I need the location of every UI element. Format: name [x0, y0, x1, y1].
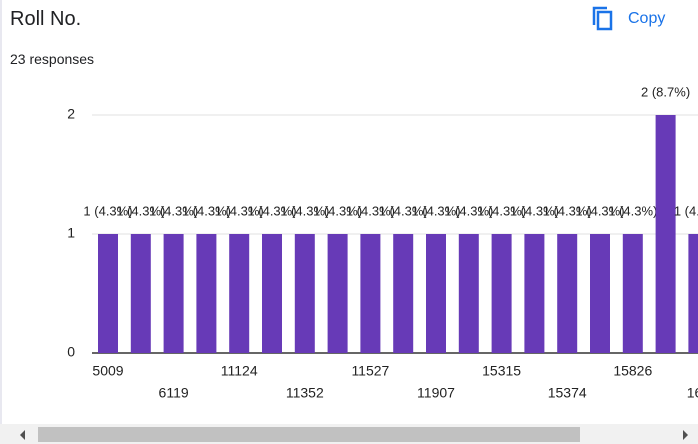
bar	[524, 234, 545, 353]
bar	[590, 234, 610, 353]
x-tick-label: 11352	[286, 385, 324, 401]
bar	[196, 234, 217, 353]
x-tick-label: 6119	[159, 385, 189, 401]
data-label: 1 (4.3%)	[444, 203, 493, 218]
data-label: 1 (4.3%)	[247, 203, 296, 218]
data-label: 1 (4.3%)	[608, 203, 657, 218]
data-label: 1 (4.3%)	[116, 203, 165, 218]
bar	[655, 115, 676, 353]
bar	[130, 234, 151, 353]
question-title: Roll No.	[10, 8, 82, 30]
data-label: 1 (4.3%)	[149, 203, 198, 218]
x-tick-label: 5009	[92, 363, 123, 379]
x-tick-label: 11907	[417, 385, 455, 401]
x-tick-label: 11124	[221, 363, 258, 379]
data-label: 1 (4.3%)	[411, 203, 460, 218]
x-tick-label: 167	[687, 385, 698, 401]
data-label: 1 (4.3%)	[477, 203, 526, 218]
data-label: 1 (4.3%)	[674, 203, 698, 218]
data-label: 1 (4.3%)	[575, 203, 624, 218]
data-label: 1 (4.3%)	[83, 203, 132, 218]
scroll-left[interactable]	[18, 429, 28, 441]
left-border	[0, 0, 2, 444]
x-tick-label: 11527	[351, 363, 389, 379]
bar	[491, 234, 512, 353]
bar	[688, 234, 698, 353]
y-tick-label: 0	[67, 344, 75, 360]
y-tick-label: 1	[67, 225, 75, 241]
x-tick-label: 15374	[548, 385, 587, 401]
bar	[327, 234, 348, 353]
data-label: 1 (4.3%)	[510, 203, 559, 218]
bar	[98, 234, 118, 353]
copy-button[interactable]: Copy	[592, 6, 665, 32]
bar	[360, 234, 381, 353]
x-tick-label: 15315	[482, 363, 521, 379]
bar	[163, 234, 184, 353]
data-label: 1 (4.3%)	[346, 203, 395, 218]
data-label: 1 (4.3%)	[543, 203, 592, 218]
copy-label: Copy	[628, 10, 666, 27]
bar	[426, 234, 446, 353]
y-tick-label: 2	[67, 106, 75, 122]
data-label: 1 (4.3%)	[313, 203, 362, 218]
data-label: 1 (4.3%)	[215, 203, 264, 218]
data-label: 2 (8.7%)	[641, 84, 690, 99]
bar	[458, 234, 479, 353]
bar	[294, 234, 315, 353]
data-label: 1 (4.3%)	[280, 203, 329, 218]
bar	[557, 234, 578, 353]
bar	[229, 234, 250, 353]
response-count: 23 responses	[10, 51, 95, 67]
bar	[622, 234, 643, 353]
scrollbar-thumb[interactable]	[38, 427, 580, 442]
copy-icon	[592, 6, 613, 31]
scroll-right[interactable]	[680, 429, 690, 441]
data-label: 1 (4.3%)	[182, 203, 231, 218]
bar	[393, 234, 414, 353]
x-tick-label: 15826	[613, 363, 652, 379]
data-label: 1 (4.3%)	[379, 203, 428, 218]
bar	[262, 234, 282, 353]
